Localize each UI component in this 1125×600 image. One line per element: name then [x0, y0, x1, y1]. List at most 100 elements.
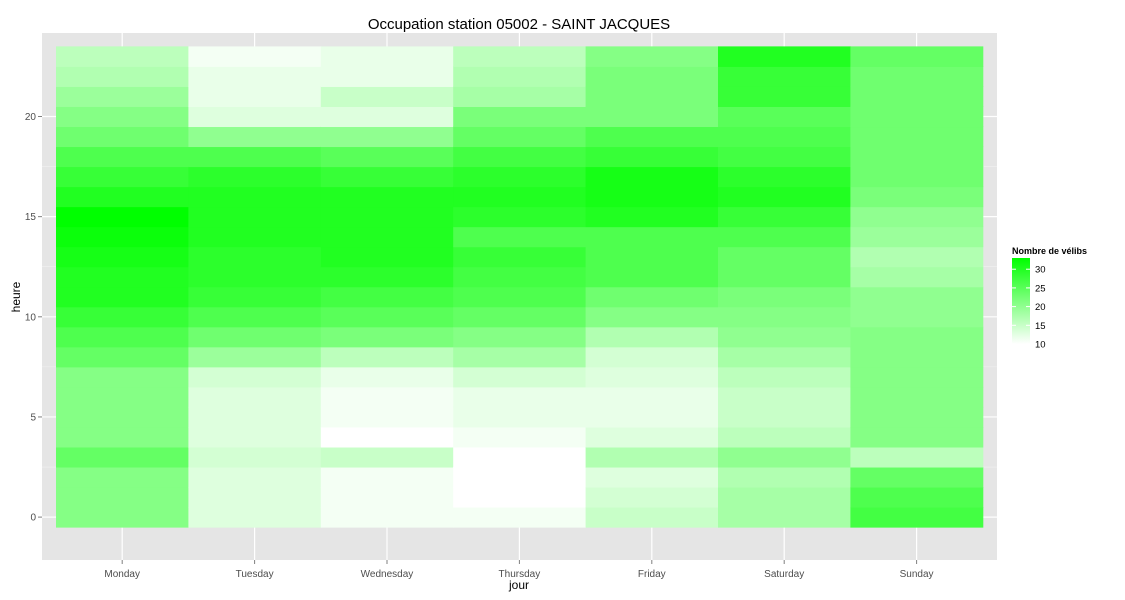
- heatmap-tile: [718, 206, 851, 228]
- heatmap-tile: [56, 86, 189, 107]
- heatmap-tile: [56, 246, 189, 268]
- heatmap-tile: [320, 326, 454, 348]
- heatmap-tile: [453, 226, 587, 248]
- heatmap-tile: [320, 266, 454, 288]
- heatmap-tile: [320, 507, 454, 528]
- heatmap-tile: [320, 206, 454, 228]
- heatmap-tile: [585, 86, 719, 107]
- x-tick-label: Tuesday: [236, 569, 274, 580]
- heatmap-tile: [453, 206, 587, 228]
- heatmap-tile: [188, 487, 322, 508]
- heatmap-tile: [320, 86, 454, 107]
- legend-tick-label: 10: [1035, 340, 1046, 351]
- heatmap-tile: [585, 186, 719, 208]
- heatmap-tile: [188, 467, 322, 488]
- heatmap-tile: [585, 166, 719, 188]
- heatmap-tile: [585, 386, 719, 408]
- heatmap-tile: [718, 386, 851, 408]
- heatmap-tile: [320, 46, 454, 67]
- y-tick-label: 10: [25, 312, 37, 323]
- heatmap-tile: [56, 366, 189, 388]
- y-tick-label: 0: [30, 513, 36, 524]
- heatmap-tile: [850, 487, 984, 508]
- heatmap-tile: [718, 146, 851, 168]
- heatmap-tile: [718, 186, 851, 208]
- heatmap-tile: [320, 166, 454, 188]
- heatmap-tile: [718, 66, 851, 87]
- heatmap-tile: [188, 46, 322, 67]
- heatmap-tile: [718, 126, 851, 148]
- heatmap-tile: [320, 126, 454, 148]
- heatmap-tile: [56, 266, 189, 288]
- x-tick-label: Thursday: [499, 569, 541, 580]
- heatmap-tile: [188, 326, 322, 348]
- heatmap-tile: [453, 266, 587, 288]
- heatmap-tile: [56, 126, 189, 148]
- heatmap-tiles: [56, 46, 984, 528]
- heatmap-tile: [850, 346, 984, 368]
- y-tick-label: 5: [30, 412, 36, 423]
- heatmap-tile: [850, 106, 984, 128]
- heatmap-tile: [453, 286, 587, 308]
- heatmap-tile: [320, 146, 454, 168]
- heatmap-tile: [56, 166, 189, 188]
- heatmap-tile: [718, 326, 851, 348]
- heatmap-tile: [453, 507, 587, 528]
- heatmap-tile: [585, 426, 719, 448]
- legend-tick-label: 30: [1035, 265, 1046, 276]
- x-tick-label: Sunday: [900, 569, 934, 580]
- heatmap-tile: [188, 447, 322, 468]
- heatmap-tile: [718, 306, 851, 328]
- heatmap-tile: [188, 66, 322, 87]
- heatmap-tile: [188, 206, 322, 228]
- heatmap-tile: [188, 166, 322, 188]
- color-legend: Nombre de vélibs 10 15 20 25 30: [1012, 246, 1087, 351]
- heatmap-tile: [56, 106, 189, 128]
- heatmap-tile: [718, 406, 851, 428]
- heatmap-tile: [56, 46, 189, 67]
- heatmap-tile: [585, 266, 719, 288]
- heatmap-tile: [188, 106, 322, 128]
- heatmap-tile: [718, 246, 851, 268]
- heatmap-tile: [453, 346, 587, 368]
- heatmap-tile: [585, 226, 719, 248]
- legend-tick-label: 15: [1035, 321, 1046, 332]
- heatmap-tile: [850, 226, 984, 248]
- heatmap-tile: [585, 507, 719, 528]
- heatmap-tile: [585, 366, 719, 388]
- heatmap-tile: [718, 266, 851, 288]
- heatmap-tile: [718, 286, 851, 308]
- heatmap-tile: [320, 226, 454, 248]
- heatmap-tile: [56, 426, 189, 448]
- legend-colorbar: [1012, 258, 1030, 344]
- heatmap-tile: [320, 386, 454, 408]
- heatmap-tile: [850, 306, 984, 328]
- x-tick-label: Saturday: [764, 569, 804, 580]
- heatmap-tile: [320, 66, 454, 87]
- heatmap-tile: [188, 386, 322, 408]
- heatmap-tile: [453, 426, 587, 448]
- heatmap-tile: [188, 406, 322, 428]
- heatmap-tile: [585, 286, 719, 308]
- heatmap-tile: [188, 426, 322, 448]
- heatmap-tile: [453, 126, 587, 148]
- heatmap-tile: [188, 346, 322, 368]
- y-tick-label: 20: [25, 112, 37, 123]
- heatmap-tile: [718, 46, 851, 67]
- heatmap-tile: [850, 406, 984, 428]
- heatmap-tile: [320, 346, 454, 368]
- heatmap-tile: [718, 106, 851, 128]
- heatmap-tile: [850, 326, 984, 348]
- heatmap-tile: [718, 426, 851, 448]
- heatmap-tile: [453, 246, 587, 268]
- heatmap-tile: [56, 487, 189, 508]
- heatmap-tile: [718, 366, 851, 388]
- heatmap-tile: [188, 246, 322, 268]
- heatmap-tile: [453, 487, 587, 508]
- heatmap-tile: [850, 166, 984, 188]
- heatmap-tile: [850, 266, 984, 288]
- heatmap-tile: [320, 426, 454, 448]
- heatmap-tile: [188, 286, 322, 308]
- heatmap-tile: [850, 286, 984, 308]
